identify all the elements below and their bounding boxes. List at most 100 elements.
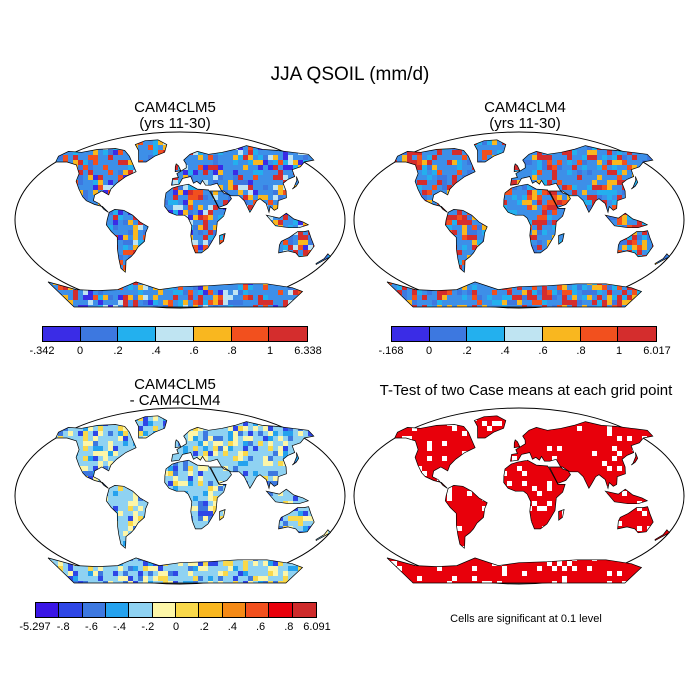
coastline-arabia (548, 190, 571, 208)
coastline-indonesia (604, 212, 649, 229)
coastline-antarctica (47, 281, 304, 308)
colorbar-label: .4 (227, 621, 237, 633)
colorbar-label: .2 (462, 345, 472, 357)
coastline-europeAsia (171, 421, 315, 490)
colorbar-label: .2 (199, 621, 209, 633)
coastline-uk (513, 439, 521, 449)
coastline-arabia (548, 466, 571, 484)
colorbar-swatch (429, 327, 468, 341)
colorbar-swatch (199, 603, 223, 617)
colorbar-label: .2 (113, 345, 123, 357)
colorbar-label: .4 (151, 345, 161, 357)
coastline-australia (278, 506, 315, 534)
colorbar-swatch (292, 603, 316, 617)
map-difference (14, 407, 346, 585)
colorbar-label: -.8 (56, 621, 70, 633)
colorbar-label: -5.297 (19, 621, 51, 633)
coastline-uk (174, 163, 182, 173)
colorbar-label: 1 (266, 345, 274, 357)
coastline-southAmerica (105, 209, 149, 273)
colorbar-swatch (392, 327, 430, 341)
coastline-madagascar (219, 508, 226, 521)
coastline-southAmerica (444, 209, 488, 273)
coastline-newzealand (654, 253, 670, 266)
coastline-arabia (209, 190, 232, 208)
colorbar-swatch (43, 327, 81, 341)
colorbar-label: .8 (227, 345, 237, 357)
colorbar-label: 0 (76, 345, 84, 357)
colorbar-label: 6.017 (643, 345, 671, 357)
colorbar-swatch (269, 327, 307, 341)
colorbar-labels-cam4clm4: -.168 0 .2 .4 .6 .8 1 6.017 (378, 345, 670, 359)
colorbar-label: -.2 (141, 621, 155, 633)
colorbar-cam4clm4 (391, 326, 657, 342)
coastline-greenland (473, 139, 507, 163)
coastline-northAmerica (55, 424, 137, 489)
colorbar-swatch (129, 603, 153, 617)
coastline-northAmerica (394, 148, 476, 213)
coastline-australia (617, 506, 654, 534)
colorbar-label: -.4 (113, 621, 127, 633)
coastline-indonesia (265, 488, 310, 505)
coastline-japan (292, 452, 300, 466)
coastline-greenland (134, 139, 168, 163)
colorbar-label: .8 (576, 345, 586, 357)
colorbar-label: 0 (172, 621, 180, 633)
colorbar-swatch (231, 327, 270, 341)
coastline-indonesia (265, 212, 310, 229)
colorbar-swatch (175, 603, 200, 617)
coastline-greenland (473, 415, 507, 439)
colorbar-cam4clm5 (42, 326, 308, 342)
coastline-indonesia (604, 488, 649, 505)
coastline-japan (631, 452, 639, 466)
coastline-northAmerica (394, 424, 476, 489)
coastline-japan (631, 176, 639, 190)
coastline-greenland (134, 415, 168, 439)
colorbar-swatch (152, 603, 176, 617)
colorbar-label: 6.091 (303, 621, 331, 633)
coastline-uk (513, 163, 521, 173)
map-ttest (353, 407, 685, 585)
coastline-africa (164, 459, 227, 530)
colorbar-swatch (467, 327, 506, 341)
coastline-australia (617, 230, 654, 258)
colorbar-label: 0 (425, 345, 433, 357)
colorbar-label: .6 (256, 621, 266, 633)
coastline-newzealand (654, 529, 670, 542)
panel-title-difference: CAM4CLM5 - CAM4CLM4 (129, 376, 221, 409)
map-cam4clm4 (353, 131, 685, 309)
panel-title-cam4clm5: CAM4CLM5 (yrs 11-30) (134, 99, 216, 132)
coastline-madagascar (558, 232, 565, 245)
coastline-southAmerica (105, 485, 149, 549)
colorbar-swatch (156, 327, 194, 341)
colorbar-swatch (193, 327, 232, 341)
coastline-arabia (209, 466, 232, 484)
colorbar-swatch (542, 327, 581, 341)
coastline-newzealand (315, 253, 331, 266)
coastline-northAmerica (55, 148, 137, 213)
coastline-uk (174, 439, 182, 449)
ttest-note: Cells are significant at 0.1 level (450, 613, 602, 625)
coastline-europeAsia (510, 421, 654, 490)
colorbar-swatch (618, 327, 656, 341)
map-cam4clm5 (14, 131, 346, 309)
colorbar-swatch (105, 603, 130, 617)
coastline-australia (278, 230, 315, 258)
colorbar-label: -.168 (378, 345, 404, 357)
coastline-antarctica (386, 557, 643, 584)
colorbar-label: 6.338 (294, 345, 322, 357)
colorbar-swatch (36, 603, 60, 617)
coastline-europeAsia (171, 145, 315, 214)
colorbar-label: .6 (189, 345, 199, 357)
colorbar-swatch (59, 603, 83, 617)
coastline-africa (503, 459, 566, 530)
colorbar-swatch (118, 327, 157, 341)
coastline-madagascar (558, 508, 565, 521)
coastline-southAmerica (444, 485, 488, 549)
colorbar-label: .8 (284, 621, 294, 633)
coastline-madagascar (219, 232, 226, 245)
colorbar-swatch (505, 327, 543, 341)
colorbar-label: .6 (538, 345, 548, 357)
coastline-japan (292, 176, 300, 190)
colorbar-label: -.342 (29, 345, 55, 357)
